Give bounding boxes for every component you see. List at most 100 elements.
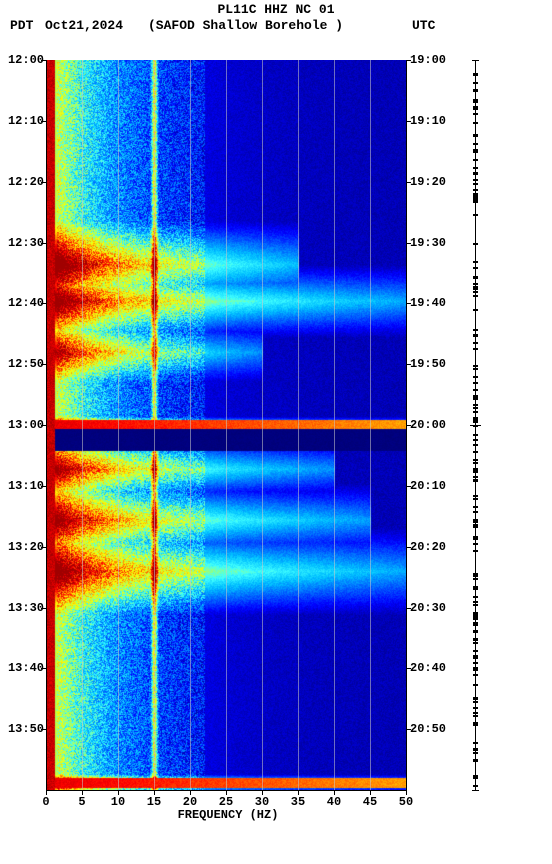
y-label-left: 13:00 xyxy=(0,418,44,432)
y-label-right: 19:30 xyxy=(410,236,460,250)
amplitude-dot xyxy=(473,214,478,216)
amplitude-dot xyxy=(473,167,478,169)
amplitude-dot xyxy=(473,612,478,614)
amplitude-dot xyxy=(473,89,478,91)
amplitude-dot xyxy=(473,295,478,297)
amplitude-dot xyxy=(473,471,478,473)
y-label-left: 12:30 xyxy=(0,236,44,250)
amplitude-dot xyxy=(473,536,478,538)
amplitude-dot xyxy=(473,444,478,446)
amplitude-dot xyxy=(473,684,478,686)
amplitude-dot xyxy=(473,724,478,726)
amplitude-dot xyxy=(473,143,478,145)
y-label-right: 20:20 xyxy=(410,540,460,554)
amplitude-dot xyxy=(473,108,478,110)
x-axis-title: FREQUENCY (HZ) xyxy=(0,808,504,822)
amplitude-dot xyxy=(473,480,478,482)
amplitude-dot xyxy=(473,759,478,761)
amplitude-dot xyxy=(473,291,478,293)
y-label-left: 13:10 xyxy=(0,479,44,493)
y-label-right: 19:20 xyxy=(410,175,460,189)
amplitude-dot xyxy=(473,277,478,279)
amplitude-dot xyxy=(473,172,478,174)
amplitude-dot xyxy=(473,368,478,370)
amplitude-dot xyxy=(473,616,478,618)
amplitude-dot xyxy=(473,159,478,161)
amplitude-dot xyxy=(473,462,478,464)
amplitude-dot xyxy=(473,748,478,750)
x-tick-label: 0 xyxy=(36,795,56,809)
gridline xyxy=(190,60,191,790)
amplitude-dot xyxy=(473,662,478,664)
amplitude-dot xyxy=(473,389,478,391)
amplitude-dot xyxy=(473,674,478,676)
amplitude-dot xyxy=(473,715,478,717)
amplitude-dot xyxy=(473,657,478,659)
y-label-right: 20:30 xyxy=(410,601,460,615)
gridline xyxy=(118,60,119,790)
amplitude-dot xyxy=(473,439,478,441)
amplitude-dot xyxy=(473,575,478,577)
x-tick-label: 10 xyxy=(108,795,128,809)
y-label-left: 13:40 xyxy=(0,661,44,675)
amplitude-dot xyxy=(473,309,478,311)
amplitude-dot xyxy=(473,113,478,115)
amplitude-dot xyxy=(473,267,478,269)
amplitude-dot xyxy=(473,82,478,84)
amplitude-dot xyxy=(473,342,478,344)
amplitude-dot xyxy=(473,506,478,508)
amplitude-dot xyxy=(473,521,478,523)
amplitude-dot xyxy=(473,701,478,703)
amplitude-dot xyxy=(473,183,478,185)
amplitude-dot xyxy=(473,669,478,671)
amplitude-end-tick xyxy=(472,60,479,61)
y-label-left: 13:50 xyxy=(0,722,44,736)
amplitude-dot xyxy=(473,459,478,461)
x-tick-label: 5 xyxy=(72,795,92,809)
amplitude-dot xyxy=(473,189,478,191)
amplitude-dot xyxy=(473,712,478,714)
amplitude-dot xyxy=(473,785,478,787)
amplitude-dot xyxy=(473,179,478,181)
amplitude-dot xyxy=(473,201,478,203)
amplitude-dot xyxy=(473,101,478,103)
x-tick-label: 20 xyxy=(180,795,200,809)
amplitude-dot xyxy=(473,624,478,626)
gridline xyxy=(262,60,263,790)
amplitude-dot xyxy=(473,495,478,497)
amplitude-dot xyxy=(473,329,478,331)
amplitude-dot xyxy=(473,135,478,137)
amplitude-dot xyxy=(473,468,478,470)
y-label-left: 13:30 xyxy=(0,601,44,615)
y-label-right: 19:00 xyxy=(410,53,460,67)
amplitude-dot xyxy=(473,742,478,744)
gridline xyxy=(154,60,155,790)
amplitude-dot xyxy=(473,286,478,288)
amplitude-dot xyxy=(473,655,478,657)
amplitude-dot xyxy=(473,334,478,336)
amplitude-end-tick xyxy=(472,790,479,791)
station-label: (SAFOD Shallow Borehole ) xyxy=(148,18,343,33)
y-label-left: 13:20 xyxy=(0,540,44,554)
y-label-left: 12:50 xyxy=(0,357,44,371)
amplitude-dot xyxy=(473,588,478,590)
tz-left-label: PDT xyxy=(10,18,33,33)
amplitude-dot xyxy=(473,526,478,528)
gridline xyxy=(298,60,299,790)
gridline xyxy=(226,60,227,790)
amplitude-dot xyxy=(473,382,478,384)
x-tick-label: 45 xyxy=(360,795,380,809)
y-label-right: 20:00 xyxy=(410,418,460,432)
amplitude-dot xyxy=(473,261,478,263)
amplitude-dot xyxy=(473,376,478,378)
amplitude-dot xyxy=(473,650,478,652)
y-label-left: 12:20 xyxy=(0,175,44,189)
amplitude-dot xyxy=(473,411,478,413)
amplitude-dot xyxy=(473,511,478,513)
amplitude-dot xyxy=(473,697,478,699)
amplitude-dot xyxy=(473,498,478,500)
y-axis-left-line xyxy=(46,60,47,790)
amplitude-dot xyxy=(473,543,478,545)
amplitude-dot xyxy=(473,578,478,580)
chart-title: PL11C HHZ NC 01 xyxy=(0,2,552,17)
